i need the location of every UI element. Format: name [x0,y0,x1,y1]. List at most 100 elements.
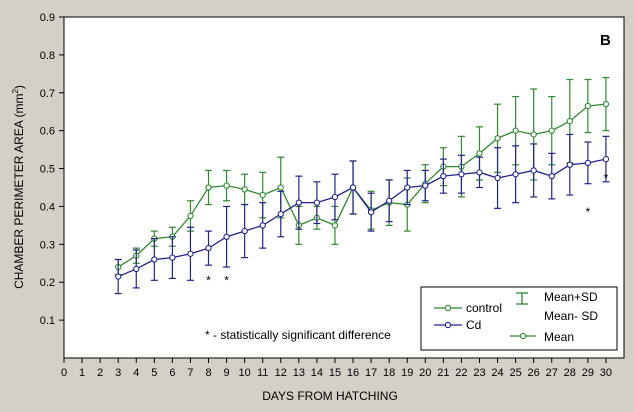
data-point [458,171,465,178]
data-point [494,174,501,182]
legend-mean-minus-sd: Mean- SD [544,309,598,323]
data-point [241,227,248,235]
y-tick-label: 0.7 [40,88,55,100]
data-point [115,273,122,280]
significance-star: * [206,273,211,287]
x-tick-label: 20 [419,367,431,379]
x-tick-label: 25 [509,367,521,379]
legend-cd-label: Cd [466,318,481,332]
x-tick-label: 14 [311,367,323,379]
x-tick-label: 8 [205,367,211,379]
x-tick-label: 6 [169,367,175,379]
y-tick-label: 0.5 [40,164,55,176]
x-tick-label: 3 [115,367,121,379]
data-point [512,171,519,178]
x-tick-label: 7 [187,367,193,379]
legend-box [420,286,618,351]
data-point [331,222,339,229]
data-point [223,233,230,240]
x-tick-label: 24 [491,367,503,379]
x-tick-label: 19 [401,367,413,379]
data-point [566,118,573,125]
x-tick-label: 16 [347,367,359,379]
x-tick-label: 21 [437,367,449,379]
data-point [548,127,555,134]
legend: control Cd Mean+SD Mean- SD Mean [420,286,618,351]
data-point [205,184,212,191]
data-point [295,199,302,206]
data-point [349,184,357,191]
data-point [386,197,393,204]
x-tick-label: 9 [224,367,230,379]
legend-control-label: control [466,301,502,315]
legend-mean-label: Mean [544,330,574,344]
data-point [169,254,176,261]
data-point [277,210,284,218]
data-point [187,212,194,220]
legend-cd-marker [444,321,452,329]
x-tick-label: 17 [365,367,377,379]
y-tick-label: 0.8 [40,50,55,62]
x-axis-label: DAYS FROM HATCHING [262,389,398,403]
data-point [494,135,501,142]
data-point [548,172,555,180]
x-tick-label: 15 [329,367,341,379]
x-tick-label: 12 [275,367,287,379]
data-point [133,265,140,273]
y-axis-label-main: CHAMBER PERIMETER AREA (mm [12,94,26,289]
data-point [440,172,447,180]
x-tick-label: 1 [79,367,85,379]
x-tick-label: 10 [239,367,251,379]
x-tick-label: 13 [293,367,305,379]
y-tick-label: 0.6 [40,126,55,138]
series-line [117,158,607,278]
x-tick-label: 5 [151,367,157,379]
data-point [476,169,483,176]
legend-control-marker [444,304,452,312]
x-tick-label: 11 [257,367,268,379]
data-point [512,127,519,134]
data-point [584,159,592,167]
x-tick-label: 23 [473,367,485,379]
y-tick-label: 0.2 [40,277,55,289]
series-cd [114,133,610,295]
significance-note: * - statistically significant difference [205,328,391,342]
data-point [223,182,230,189]
x-tick-label: 22 [455,367,467,379]
x-tick-label: 0 [61,367,67,379]
data-point [602,155,610,163]
y-axis-label-tail: ) [12,85,26,89]
x-tick-label: 29 [582,367,594,379]
data-point [205,244,212,252]
legend-errorbar-icon [516,292,528,305]
y-tick-label: 0.3 [40,239,55,251]
significance-star: * [604,171,609,185]
data-point [422,182,429,189]
x-tick-label: 27 [546,367,558,379]
y-axis-label: CHAMBER PERIMETER AREA (mm2) [11,85,26,289]
data-point [566,161,573,168]
data-point [476,150,483,157]
data-point [259,222,266,229]
y-tick-label: 0.1 [40,315,55,327]
data-point [187,250,194,257]
data-point [584,102,592,110]
x-tick-label: 26 [528,367,540,379]
x-tick-label: 2 [97,367,103,379]
y-axis-label-sup: 2 [11,89,20,94]
data-point [530,131,537,138]
data-point [530,167,537,174]
data-point [331,193,339,201]
data-point [241,186,248,193]
x-tick-label: 4 [133,367,139,379]
data-point [313,199,321,206]
data-point [404,184,411,191]
significance-star: * [586,205,591,219]
x-tick-label: 18 [383,367,395,379]
data-point [151,256,158,263]
y-tick-label: 0.9 [40,12,55,24]
data-point [277,184,284,191]
y-tick-label: 0.4 [40,201,55,213]
x-tick-label: 30 [600,367,612,379]
